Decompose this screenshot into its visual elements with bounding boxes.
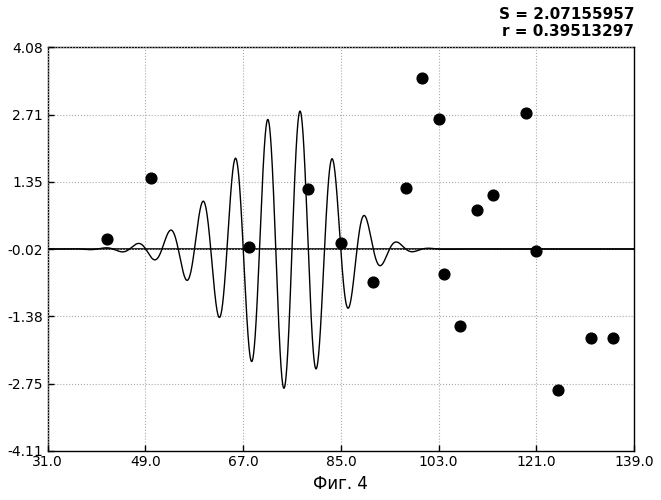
Point: [439, 270, 449, 278]
Point: [417, 74, 428, 82]
Point: [607, 334, 618, 342]
Text: S = 2.07155957
r = 0.39513297: S = 2.07155957 r = 0.39513297: [499, 6, 635, 39]
Point: [102, 235, 112, 243]
Point: [434, 115, 444, 123]
Point: [471, 206, 482, 214]
Point: [586, 334, 596, 342]
Point: [368, 278, 379, 285]
Point: [303, 185, 313, 193]
Point: [455, 322, 466, 330]
Point: [553, 386, 563, 394]
X-axis label: Фиг. 4: Фиг. 4: [313, 475, 368, 493]
Point: [243, 243, 254, 251]
Point: [531, 246, 542, 254]
Point: [145, 174, 156, 182]
Point: [401, 184, 411, 192]
Point: [520, 108, 531, 116]
Point: [488, 191, 498, 199]
Point: [336, 239, 346, 247]
